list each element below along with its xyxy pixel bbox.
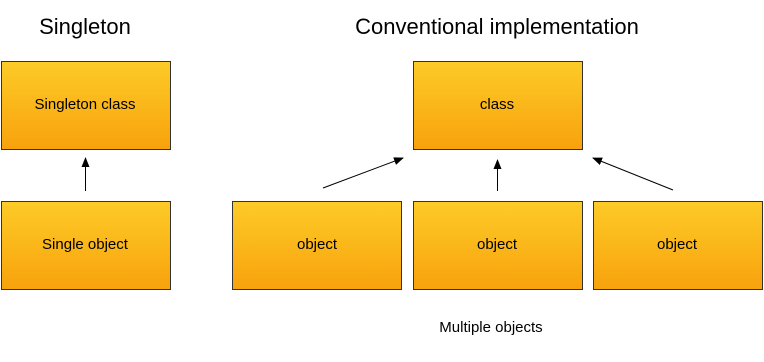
section-title: Singleton [39, 14, 131, 39]
arrow [322, 157, 404, 189]
node-box [232, 201, 402, 290]
node-label: object [297, 236, 338, 253]
caption: Multiple objects [439, 319, 542, 336]
arrow [592, 157, 674, 191]
node-box [593, 201, 763, 290]
node-label: class [480, 96, 514, 113]
section-title: Conventional implementation [355, 14, 639, 39]
node-label: Single object [42, 236, 129, 253]
node-label: object [657, 236, 698, 253]
node-label: Singleton class [35, 96, 136, 113]
node-box [413, 61, 583, 150]
node-box [1, 201, 171, 290]
node-box [413, 201, 583, 290]
node-box [1, 61, 171, 150]
node-label: object [477, 236, 518, 253]
